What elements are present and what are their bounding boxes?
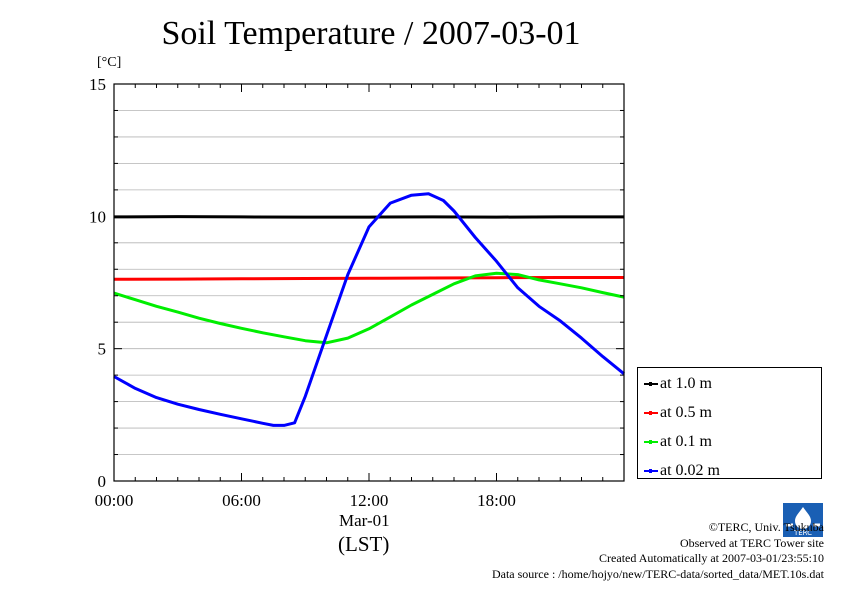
legend-label: at 0.02 m [660,462,720,479]
legend-item: at 1.0 m [644,374,712,394]
series-line-1 [113,215,624,219]
svg-text:TERC: TERC [793,529,812,537]
axis-labels: 0 5 10 15 00:00 06:00 12:00 18:00 [89,75,516,510]
y-tick-label: 5 [98,340,107,359]
legend: at 1.0 m at 0.5 m at 0.1 m at 0.02 m [637,367,822,479]
x-tick-label: 18:00 [477,491,516,510]
legend-swatch [644,469,658,473]
copyright-text: ©TERC, Univ. Tsukuba [708,520,824,534]
x-tick-label: 12:00 [350,491,389,510]
created-timestamp: Created Automatically at 2007-03-01/23:5… [599,551,824,566]
series-line-4 [113,192,625,427]
legend-label: at 0.1 m [660,433,712,450]
axis-ticks [113,83,625,482]
chart-title: Soil Temperature / 2007-03-01 [161,15,581,52]
legend-label: at 0.5 m [660,404,712,421]
series-lines [113,192,625,427]
legend-item: at 0.1 m [644,432,712,452]
terc-logo: TERC [783,503,823,537]
credits: ©TERC, Univ. Tsukuba Observed at TERC To… [492,520,824,583]
legend-swatch [644,382,658,386]
legend-label: at 1.0 m [660,375,712,392]
x-axis-title: (LST) [338,532,390,556]
series-line-2 [113,276,624,281]
legend-swatch [644,440,658,444]
x-tick-label: 06:00 [222,491,261,510]
legend-item: at 0.5 m [644,403,712,423]
series-line-3 [113,271,625,345]
data-source-path: Data source : /home/hojyo/new/TERC-data/… [491,567,824,582]
x-axis-date-label: Mar-01 [339,511,390,530]
observed-site-text: Observed at TERC Tower site [679,535,824,550]
y-tick-label: 15 [89,75,106,94]
y-tick-label: 10 [89,207,106,226]
y-axis-unit: [°C] [97,55,122,70]
legend-swatch [644,411,658,415]
legend-item: at 0.02 m [644,461,720,481]
y-tick-label: 0 [98,472,107,491]
x-tick-label: 00:00 [95,491,134,510]
